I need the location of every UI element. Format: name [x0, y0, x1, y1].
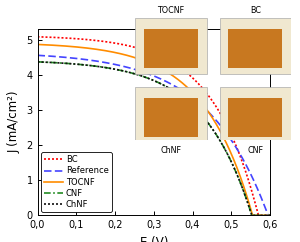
Text: ChNF: ChNF [160, 146, 182, 155]
Reference [227, 135, 230, 138]
Line: BC: BC [38, 37, 290, 215]
ChNF [227, 155, 230, 158]
Bar [136, 18, 207, 74]
TOCNF [288, 214, 291, 217]
Reference [288, 214, 291, 217]
TOCNF [253, 214, 256, 217]
CNF [250, 214, 254, 217]
Reference [189, 95, 192, 98]
Text: TOCNF: TOCNF [158, 6, 185, 15]
Line: CNF: CNF [38, 62, 290, 215]
CNF [182, 97, 186, 100]
ChNF [196, 110, 200, 113]
Bar [220, 18, 291, 74]
BC [196, 82, 200, 85]
BC [227, 128, 230, 130]
BC [189, 75, 192, 77]
ChNF [250, 214, 254, 217]
Bar [220, 87, 291, 143]
BC [182, 69, 186, 72]
Reference [196, 101, 200, 104]
Reference [36, 54, 39, 57]
Line: TOCNF: TOCNF [38, 45, 290, 215]
Reference [266, 214, 270, 217]
BC [51, 36, 55, 39]
CNF [253, 214, 256, 217]
ChNF [36, 60, 39, 63]
BC [36, 35, 39, 38]
CNF [189, 102, 192, 105]
Legend: BC, Reference, TOCNF, CNF, ChNF: BC, Reference, TOCNF, CNF, ChNF [41, 152, 112, 212]
TOCNF [251, 214, 255, 217]
ChNF [189, 102, 192, 105]
ChNF [51, 61, 55, 64]
Line: Reference: Reference [38, 55, 290, 215]
Line: ChNF: ChNF [38, 62, 290, 215]
Reference [182, 90, 186, 93]
Y-axis label: J (mA/cm²): J (mA/cm²) [8, 91, 21, 153]
CNF [51, 61, 55, 64]
CNF [227, 155, 230, 158]
Bar [144, 98, 198, 137]
ChNF [182, 97, 186, 100]
X-axis label: E (V): E (V) [140, 236, 168, 242]
Bar [228, 98, 282, 137]
Text: CNF: CNF [248, 146, 263, 155]
CNF [196, 110, 200, 113]
TOCNF [182, 83, 186, 86]
ChNF [288, 214, 291, 217]
BC [288, 214, 291, 217]
CNF [288, 214, 291, 217]
TOCNF [36, 43, 39, 46]
BC [253, 199, 256, 202]
TOCNF [189, 89, 192, 92]
TOCNF [227, 146, 230, 149]
Bar [228, 29, 282, 68]
TOCNF [196, 97, 200, 100]
BC [257, 214, 260, 217]
ChNF [253, 214, 256, 217]
Reference [51, 55, 55, 58]
Bar [144, 29, 198, 68]
TOCNF [51, 44, 55, 47]
Bar [136, 87, 207, 143]
Reference [253, 180, 256, 183]
Text: BC: BC [250, 6, 261, 15]
CNF [36, 60, 39, 63]
